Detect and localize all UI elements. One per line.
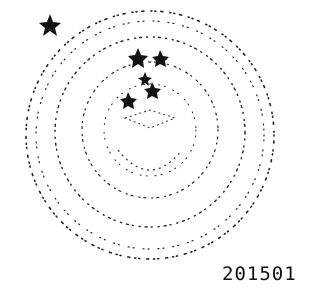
middle-ring (55, 37, 245, 227)
star (120, 92, 137, 109)
date-text: 201501 (222, 263, 296, 285)
outer-ring-inner (36, 21, 264, 249)
inner-ring (82, 62, 218, 198)
inner-ring-small (104, 84, 196, 176)
emblem (125, 110, 175, 128)
outer-ring (26, 11, 274, 259)
emblem-arc (118, 150, 182, 170)
star (39, 14, 61, 36)
stamp (0, 0, 296, 292)
page: 201501 (0, 0, 296, 292)
star (152, 50, 169, 67)
star (128, 48, 148, 68)
